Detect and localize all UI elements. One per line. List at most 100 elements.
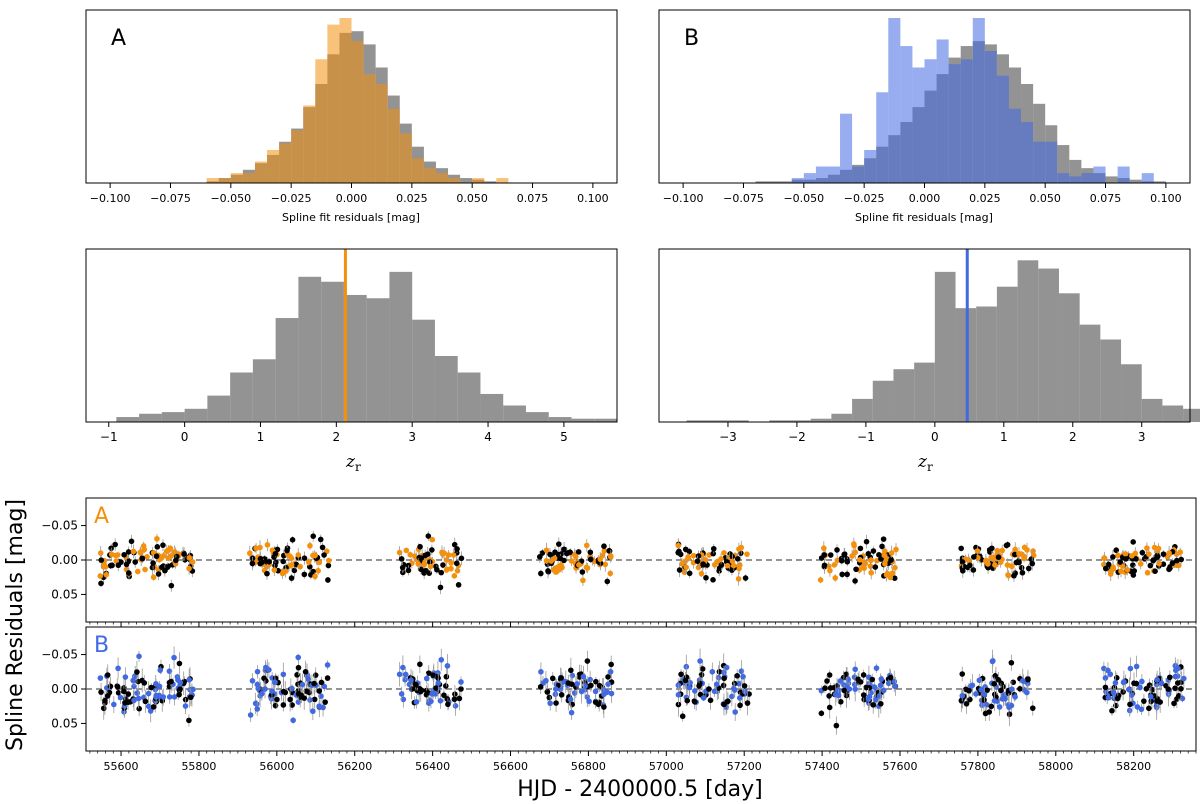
- timeseries-a-black-point: [852, 578, 858, 584]
- timeseries-b-black-point: [176, 691, 182, 698]
- timeseries-b-xtick-label: 57200: [727, 760, 762, 773]
- timeseries-a-color-point: [451, 573, 458, 579]
- timeseries-a-color-point: [307, 542, 313, 549]
- timeseries-a-black-point: [703, 574, 709, 581]
- timeseries-a-black-point: [417, 543, 423, 550]
- timeseries-b-color-point: [586, 698, 592, 705]
- timeseries-a-color-point: [683, 564, 689, 571]
- timeseries-b-color-point: [605, 681, 611, 687]
- timeseries-a-black-point: [1152, 568, 1158, 574]
- timeseries-b-color-point: [136, 653, 142, 660]
- timeseries-a-color-point: [827, 567, 833, 574]
- hist-top-a-color-bar: [315, 59, 328, 183]
- timeseries-a-black-point: [878, 556, 884, 562]
- timeseries-b-black-point: [988, 703, 995, 710]
- hist-mid-b-bar: [1079, 324, 1101, 422]
- hist-top-b-xtick-label: 0.075: [1090, 192, 1122, 205]
- timeseries-a-black-point: [545, 568, 551, 574]
- timeseries-a-color-point: [427, 563, 434, 570]
- timeseries-b-color-point: [835, 687, 841, 693]
- timeseries-a-color-point: [1124, 567, 1131, 573]
- hist-mid-a-bar: [321, 281, 344, 422]
- timeseries-b-black-point: [992, 673, 999, 679]
- timeseries-b-black-point: [721, 675, 727, 682]
- timeseries-a-black-point: [1139, 549, 1146, 556]
- hist-top-a-xtick-label: −0.100: [90, 192, 131, 205]
- hist-top-b-color-bar: [1045, 141, 1058, 183]
- timeseries-b-xtick-label: 57000: [649, 760, 684, 773]
- timeseries-a-ytick-label: 0.00: [51, 553, 78, 567]
- timeseries-a-black-point: [710, 577, 716, 583]
- hist-mid-b-bar: [727, 420, 749, 422]
- hist-top-b-color-bar: [803, 173, 816, 183]
- timeseries-a-black-point: [155, 571, 162, 577]
- timeseries-a-color-point: [718, 556, 724, 562]
- timeseries-a-black-point: [1123, 556, 1129, 562]
- hist-top-b-color-bar: [948, 64, 961, 183]
- timeseries-b-black-point: [707, 697, 714, 704]
- hist-top-b-gray-bar: [1105, 176, 1118, 183]
- timeseries-a-color-point: [580, 577, 586, 584]
- timeseries-a-color-point: [597, 556, 603, 562]
- timeseries-a-color-point: [861, 565, 867, 571]
- timeseries-a-color-point: [1110, 566, 1117, 572]
- hist-top-b-color-bar: [972, 18, 985, 183]
- timeseries-a-color-point: [1144, 569, 1151, 576]
- timeseries-a-black-point: [1173, 557, 1180, 564]
- timeseries-b-color-point: [254, 706, 261, 712]
- timeseries-a-black-point: [1019, 569, 1026, 576]
- hist-top-b-xtick-label: 0.025: [969, 192, 1001, 205]
- timeseries-a-black-point: [857, 545, 864, 552]
- hist-top-a-color-bar: [435, 173, 449, 183]
- timeseries-b-color-point: [402, 676, 408, 683]
- timeseries-a-color-point: [97, 550, 104, 556]
- hist-mid-b-bar: [893, 369, 915, 422]
- timeseries-b-color-point: [1175, 665, 1181, 672]
- timeseries-a-black-point: [844, 571, 850, 578]
- hist-top-b-color-bar: [815, 166, 828, 183]
- timeseries-b-color-point: [878, 676, 885, 682]
- timeseries-b-black-point: [168, 678, 174, 685]
- hist-top-a-color-bar: [411, 158, 424, 183]
- timeseries-a-color-point: [1101, 555, 1108, 561]
- hist-top-b-color-bar: [1141, 173, 1154, 183]
- timeseries-a-color-point: [396, 549, 403, 556]
- timeseries-b-color-point: [1002, 695, 1008, 702]
- timeseries-a-color-point: [1129, 553, 1135, 559]
- timeseries-b-black-point: [302, 668, 309, 675]
- hist-mid-b-bar: [686, 420, 708, 422]
- timeseries-b-black-point: [303, 688, 310, 694]
- timeseries-b-black-point: [1025, 676, 1031, 683]
- timeseries-b-color-point: [973, 691, 979, 697]
- timeseries-b-black-point: [1174, 680, 1181, 686]
- timeseries-a-black-point: [870, 548, 877, 554]
- timeseries-a-color-point: [114, 552, 121, 558]
- timeseries-a-black-point: [121, 551, 127, 558]
- timeseries-a-black-point: [821, 552, 828, 558]
- hist-mid-b-bar: [872, 380, 894, 422]
- timeseries-b-black-point: [1178, 686, 1184, 692]
- hist-top-a-xlabel: Spline fit residuals [mag]: [282, 211, 420, 224]
- timeseries-b-black-point: [1006, 711, 1013, 718]
- hist-top-a-ticks: −0.100 −0.075 −0.050 −0.025 0.000 0.025 0.050 0…: [90, 183, 609, 205]
- hist-top-b-xtick-label: −0.025: [844, 192, 885, 205]
- timeseries-b-color-point: [978, 686, 985, 693]
- timeseries-a-black-point: [319, 544, 326, 551]
- timeseries-a-color-point: [1005, 572, 1011, 578]
- timeseries-a-black-point: [1160, 551, 1167, 557]
- hist-mid-a-ticks: −1 0 1 2 3 4 5: [100, 422, 568, 444]
- hist-top-a-color-bar: [303, 105, 316, 183]
- timeseries-a-color-point: [849, 553, 855, 559]
- timeseries-b-black-point: [441, 692, 447, 699]
- timeseries-a-color-point: [851, 542, 857, 549]
- timeseries-a-black-point: [310, 533, 317, 539]
- timeseries-b-color-point: [186, 677, 192, 683]
- timeseries-b-black-point: [966, 687, 972, 694]
- timeseries-a-black-point: [872, 564, 879, 570]
- hist-mid-a-bar: [275, 318, 299, 422]
- hist-top-a-color-bar: [242, 173, 255, 183]
- timeseries-a-black-point: [538, 570, 544, 577]
- timeseries-b-black-point: [741, 683, 748, 689]
- timeseries-b-color-point: [989, 658, 996, 665]
- timeseries-a-black-point: [1178, 556, 1185, 563]
